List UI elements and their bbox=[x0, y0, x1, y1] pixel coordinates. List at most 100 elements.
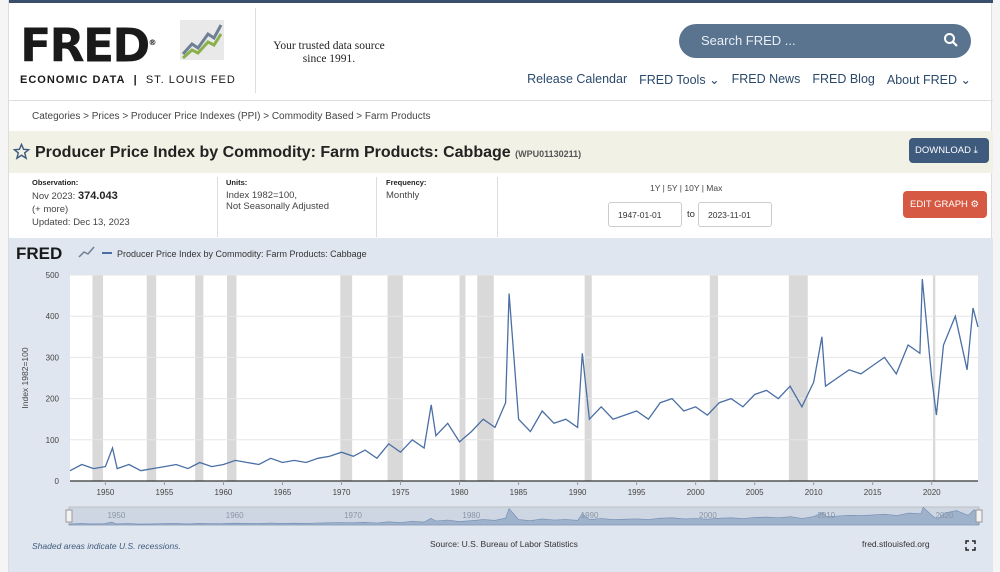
end-date-input[interactable]: 2023-11-01 bbox=[698, 202, 772, 227]
breadcrumb[interactable]: Categories > Prices > Producer Price Ind… bbox=[32, 111, 431, 122]
x-tick-label: 1965 bbox=[274, 488, 292, 497]
tagline-line-2: since 1991. bbox=[302, 53, 356, 65]
more-link[interactable]: (+ more) bbox=[32, 204, 69, 215]
star-icon[interactable] bbox=[13, 143, 30, 160]
logo-sub-a: ECONOMIC DATA bbox=[20, 74, 126, 87]
date-to-label: to bbox=[687, 209, 695, 220]
x-tick-label: 1960 bbox=[215, 488, 233, 497]
x-tick-label: 1950 bbox=[97, 488, 115, 497]
y-tick-label: 200 bbox=[46, 395, 60, 404]
x-tick-label: 2005 bbox=[746, 488, 764, 497]
download-button[interactable]: DOWNLOAD ⤓ bbox=[909, 138, 989, 163]
chart-fred-logo: FRED bbox=[16, 244, 62, 263]
recession-band bbox=[92, 275, 104, 481]
nav-fred-tools-label: FRED Tools bbox=[639, 73, 706, 87]
navigator-handle[interactable] bbox=[65, 509, 73, 523]
range-navigator[interactable]: 1950 1960 1970 1980 1990 2000 2010 2020 bbox=[65, 506, 983, 526]
x-tick-label: 1995 bbox=[628, 488, 646, 497]
search-icon[interactable] bbox=[943, 32, 959, 48]
legend-label: Producer Price Index by Commodity: Farm … bbox=[117, 249, 367, 259]
navigator-series bbox=[68, 506, 980, 526]
range-selector: 1Y | 5Y | 10Y | Max bbox=[650, 183, 723, 193]
fullscreen-icon[interactable] bbox=[965, 540, 976, 551]
nav-about-fred-label: About FRED bbox=[886, 73, 958, 87]
top-bar bbox=[9, 0, 993, 3]
page-title: Producer Price Index by Commodity: Farm … bbox=[35, 144, 581, 162]
tagline-line-1: Your trusted data source bbox=[273, 40, 385, 52]
site-text[interactable]: fred.stlouisfed.org bbox=[862, 539, 930, 549]
header-divider bbox=[255, 8, 256, 93]
y-tick-label: 300 bbox=[46, 353, 60, 362]
x-tick-label: 1970 bbox=[333, 488, 351, 497]
header-rule bbox=[9, 100, 993, 101]
y-tick-labels: 0 100 200 300 400 500 bbox=[46, 271, 60, 486]
navigator-tick-label: 1990 bbox=[581, 511, 599, 520]
recession-band bbox=[340, 275, 353, 481]
range-5y[interactable]: 5Y bbox=[667, 183, 678, 193]
updated-date: Updated: Dec 13, 2023 bbox=[32, 217, 130, 228]
source-text: Source: U.S. Bureau of Labor Statistics bbox=[430, 539, 578, 549]
range-1y[interactable]: 1Y bbox=[650, 183, 661, 193]
logo-graph-icon bbox=[180, 20, 224, 60]
x-tick-label: 2000 bbox=[687, 488, 705, 497]
frequency-label: Frequency: bbox=[386, 178, 427, 187]
x-tick-label: 2010 bbox=[805, 488, 823, 497]
nav-about-fred[interactable]: About FRED ⌄ bbox=[887, 72, 971, 87]
units-block: Units: Index 1982=100, Not Seasonally Ad… bbox=[226, 178, 329, 212]
navigator-handle[interactable] bbox=[975, 509, 983, 523]
edit-graph-button[interactable]: EDIT GRAPH ⚙ bbox=[903, 191, 987, 218]
fred-chart[interactable]: FRED Producer Price Index by Commodity: … bbox=[9, 238, 993, 572]
nav-fred-tools[interactable]: FRED Tools ⌄ bbox=[639, 72, 719, 87]
x-tick-label: 2020 bbox=[923, 488, 941, 497]
nav-release-calendar[interactable]: Release Calendar bbox=[527, 72, 628, 86]
x-tick-label: 1955 bbox=[156, 488, 174, 497]
x-tick-labels: 1950 1955 1960 1965 1970 1975 1980 1985 1990 1995… bbox=[97, 481, 941, 497]
observation-value: 374.043 bbox=[77, 190, 118, 202]
observation-date: Nov 2023: bbox=[32, 191, 76, 202]
series-title: Producer Price Index by Commodity: Farm … bbox=[35, 144, 511, 161]
chart-logo-graph-icon bbox=[78, 246, 95, 258]
fred-logo[interactable]: FRED® ECONOMIC DATA | ST. LOUIS FED bbox=[20, 20, 236, 86]
navigator-tick-label: 1960 bbox=[226, 511, 244, 520]
tagline: Your trusted data source since 1991. bbox=[269, 40, 389, 66]
nav-fred-news[interactable]: FRED News bbox=[731, 72, 801, 86]
units-line-2: Not Seasonally Adjusted bbox=[226, 201, 329, 212]
series-line[interactable] bbox=[69, 279, 979, 472]
nav-fred-blog[interactable]: FRED Blog bbox=[812, 72, 875, 86]
observation-label: Observation: bbox=[32, 178, 79, 187]
x-tick-label: 1985 bbox=[510, 488, 528, 497]
download-icon: ⤓ bbox=[973, 145, 978, 156]
recession-band bbox=[788, 275, 808, 481]
recession-band bbox=[459, 275, 466, 481]
series-title-bar: Producer Price Index by Commodity: Farm … bbox=[9, 131, 993, 173]
recession-band bbox=[195, 275, 204, 481]
gear-icon: ⚙ bbox=[970, 199, 980, 210]
frequency-value: Monthly bbox=[386, 190, 420, 201]
units-label: Units: bbox=[226, 178, 248, 187]
grid-lines bbox=[70, 274, 978, 482]
y-tick-label: 100 bbox=[46, 436, 60, 445]
observation-block: Observation: Nov 2023: 374.043 (+ more) … bbox=[32, 178, 130, 228]
y-tick-label: 400 bbox=[46, 312, 60, 321]
chart-area: FRED Producer Price Index by Commodity: … bbox=[9, 238, 993, 572]
y-axis-label: Index 1982=100 bbox=[20, 347, 30, 408]
recession-band bbox=[932, 275, 936, 481]
y-tick-label: 0 bbox=[55, 477, 60, 486]
x-tick-label: 2015 bbox=[864, 488, 882, 497]
navigator-tick-label: 2000 bbox=[699, 511, 717, 520]
meta-divider bbox=[376, 177, 377, 237]
y-tick-label: 500 bbox=[46, 271, 60, 280]
recession-band bbox=[146, 275, 157, 481]
range-10y[interactable]: 10Y bbox=[684, 183, 700, 193]
main-nav: Release Calendar FRED Tools ⌄ FRED News … bbox=[527, 72, 971, 87]
recession-band bbox=[584, 275, 592, 481]
plot-background bbox=[70, 275, 978, 481]
start-date-input[interactable]: 1947-01-01 bbox=[608, 202, 682, 227]
search-input[interactable]: Search FRED ... bbox=[679, 24, 971, 58]
navigator-tick-label: 2020 bbox=[936, 511, 954, 520]
range-max[interactable]: Max bbox=[706, 183, 723, 193]
edit-graph-label: EDIT GRAPH bbox=[910, 199, 968, 210]
series-code: (WPU01130211) bbox=[515, 149, 582, 159]
frequency-block: Frequency: Monthly bbox=[386, 178, 426, 201]
meta-divider bbox=[497, 177, 498, 237]
